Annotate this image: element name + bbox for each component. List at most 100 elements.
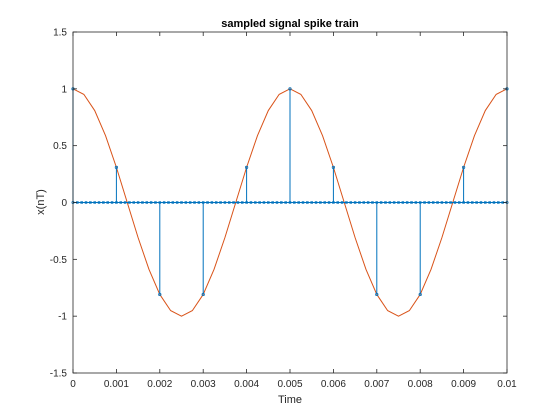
zero-marker	[184, 201, 188, 205]
zero-marker	[401, 201, 405, 205]
zero-marker	[436, 201, 440, 205]
zero-marker	[496, 201, 500, 205]
zero-marker-layer	[71, 201, 509, 205]
zero-marker	[136, 201, 140, 205]
zero-marker	[423, 201, 427, 205]
zero-marker	[470, 201, 474, 205]
zero-marker	[197, 201, 201, 205]
zero-marker	[266, 201, 270, 205]
y-tick-label: 0.5	[53, 141, 67, 152]
zero-marker	[336, 201, 340, 205]
zero-marker	[340, 201, 344, 205]
zero-marker	[301, 201, 305, 205]
zero-marker	[193, 201, 197, 205]
cosine-curve	[72, 88, 508, 317]
zero-marker	[396, 201, 400, 205]
zero-marker	[132, 201, 136, 205]
zero-marker	[475, 201, 479, 205]
x-tick-label: 0.002	[147, 379, 172, 390]
zero-marker	[427, 201, 431, 205]
zero-marker	[153, 201, 157, 205]
y-tick-label: -0.5	[50, 255, 68, 266]
zero-marker	[93, 201, 97, 205]
x-tick-label: 0.007	[364, 379, 389, 390]
x-tick-label: 0.008	[408, 379, 433, 390]
zero-marker	[162, 201, 166, 205]
zero-marker	[327, 201, 331, 205]
stem-marker	[288, 87, 292, 91]
zero-marker	[314, 201, 318, 205]
zero-marker	[206, 201, 210, 205]
zero-marker	[418, 201, 422, 205]
zero-marker	[405, 201, 409, 205]
zero-marker	[410, 201, 414, 205]
zero-marker	[379, 201, 383, 205]
zero-marker	[236, 201, 240, 205]
zero-marker	[479, 201, 483, 205]
stem-marker	[331, 165, 335, 169]
zero-marker	[166, 201, 170, 205]
y-tick-label: 1.5	[53, 28, 67, 39]
y-tick-label: 1	[61, 84, 67, 95]
zero-marker	[271, 201, 275, 205]
zero-marker	[453, 201, 457, 205]
zero-marker	[383, 201, 387, 205]
zero-marker	[180, 201, 184, 205]
zero-marker	[223, 201, 227, 205]
zero-marker	[305, 201, 309, 205]
stem-marker	[245, 165, 249, 169]
zero-marker	[370, 201, 374, 205]
x-axis-label: Time	[278, 394, 302, 406]
zero-marker	[145, 201, 149, 205]
y-tick-label: -1.5	[50, 369, 68, 380]
zero-marker	[414, 201, 418, 205]
x-tick-label: 0.004	[234, 379, 259, 390]
zero-marker	[158, 201, 162, 205]
zero-marker	[123, 201, 127, 205]
zero-marker	[101, 201, 105, 205]
zero-marker	[292, 201, 296, 205]
zero-marker	[175, 201, 179, 205]
zero-marker	[249, 201, 253, 205]
zero-marker	[240, 201, 244, 205]
zero-marker	[297, 201, 301, 205]
zero-marker	[431, 201, 435, 205]
curve-layer	[72, 88, 508, 317]
tick-layer: 0 0.001 0.002 0.003 0.004 0.005 0.006 0.007 0.00…	[50, 28, 517, 391]
zero-marker	[353, 201, 357, 205]
y-tick-label: -1	[58, 312, 67, 323]
zero-marker	[375, 201, 379, 205]
stem-marker	[158, 292, 162, 297]
zero-marker	[388, 201, 392, 205]
zero-marker	[357, 201, 361, 205]
zero-marker	[444, 201, 448, 205]
zero-marker	[366, 201, 370, 205]
zero-marker	[331, 201, 335, 205]
x-tick-label: 0.01	[497, 379, 517, 390]
x-tick-label: 0.003	[191, 379, 216, 390]
zero-marker	[110, 201, 114, 205]
zero-marker	[127, 201, 131, 205]
zero-marker	[440, 201, 444, 205]
zero-marker	[362, 201, 366, 205]
zero-marker	[449, 201, 453, 205]
zero-marker	[253, 201, 257, 205]
zero-marker	[80, 201, 84, 205]
zero-marker	[227, 201, 231, 205]
x-tick-label: 0.006	[321, 379, 346, 390]
zero-marker	[323, 201, 327, 205]
zero-marker	[279, 201, 283, 205]
zero-marker	[88, 201, 92, 205]
zero-marker	[318, 201, 322, 205]
zero-marker	[97, 201, 101, 205]
zero-marker	[258, 201, 262, 205]
zero-marker	[275, 201, 279, 205]
stem-marker	[114, 165, 119, 169]
zero-marker	[106, 201, 110, 205]
stem-marker	[201, 292, 205, 297]
stem-marker	[461, 165, 466, 169]
zero-marker	[488, 201, 492, 205]
zero-marker	[262, 201, 266, 205]
zero-marker	[188, 201, 192, 205]
y-axis-label: x(nT)	[35, 189, 47, 215]
